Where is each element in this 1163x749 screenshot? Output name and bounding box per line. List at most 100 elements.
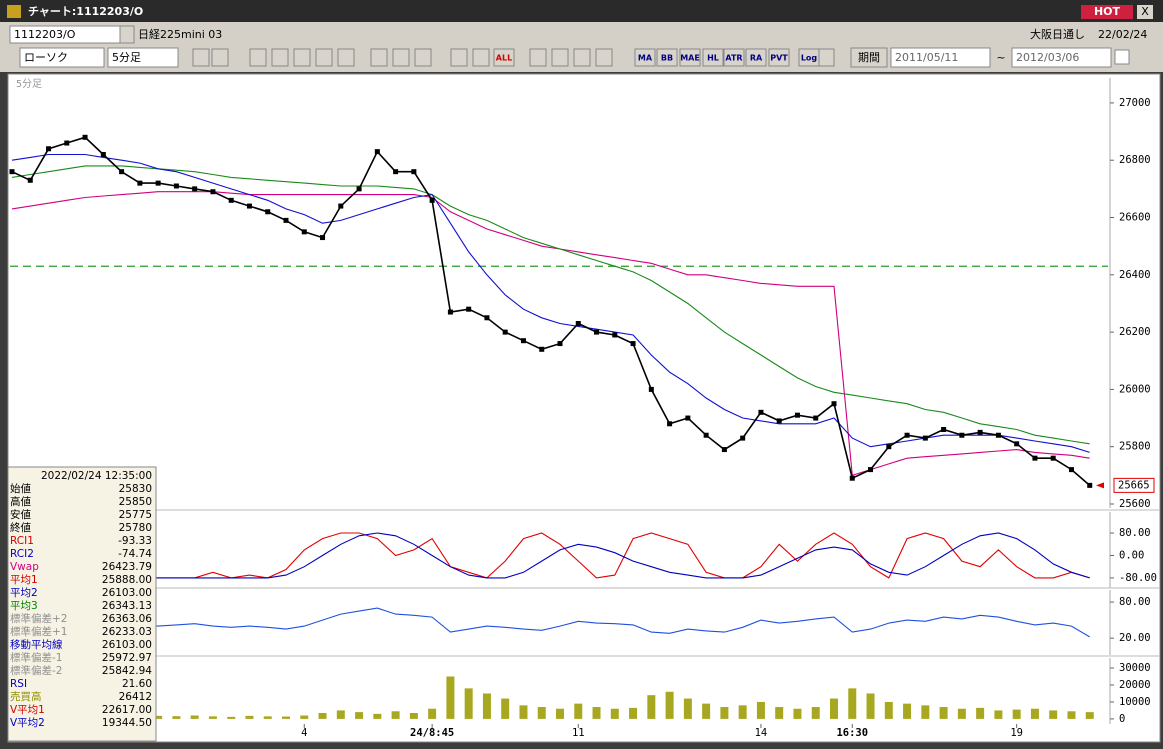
price-marker [740,435,746,441]
tool-button-label[interactable]: PVT [770,54,788,63]
volume-bar [282,716,290,719]
price-marker [594,329,600,335]
price-marker [411,169,417,175]
icon-button[interactable] [450,48,468,67]
to-date[interactable]: 2012/03/06 [1016,51,1079,64]
volume-bar [939,707,948,719]
price-marker [1032,455,1038,461]
info-label: 安値 [10,508,31,521]
x-tick-label: 16:30 [836,727,868,739]
info-value: 25842.94 [102,665,152,677]
price-marker [119,169,125,175]
price-marker [320,235,326,241]
y-tick-label: 26000 [1119,383,1151,395]
y-tick-label: 27000 [1119,97,1151,109]
price-marker [922,435,928,441]
icon-button[interactable] [551,48,569,67]
price-marker [849,475,855,481]
checkbox[interactable] [1114,49,1130,65]
price-marker [447,309,453,315]
hot-button[interactable] [1081,5,1133,19]
period-label[interactable]: 期間 [858,51,880,64]
info-value: 25775 [119,509,152,521]
volume-bar [830,698,838,719]
price-marker [338,203,344,209]
icon-button[interactable] [293,48,311,67]
chart-area [7,73,1161,743]
volume-bar [629,707,638,719]
tool-button[interactable] [493,48,515,67]
icon-button[interactable] [529,48,547,67]
symbol-dropdown[interactable] [119,25,135,44]
tool-button[interactable] [768,48,790,67]
tool-button-label[interactable]: BB [661,54,673,63]
info-label: 標準偏差-2 [10,664,62,677]
interval-select[interactable] [107,47,179,68]
tool-button[interactable] [702,48,724,67]
icon-button[interactable] [211,48,229,67]
price-marker [886,444,892,450]
tool-button-label[interactable]: ATR [725,54,742,63]
interval[interactable]: 5分足 [112,51,141,64]
window-title: チャート:1112203/O [28,5,143,18]
plots: 5分足 25600 25800 26000 26200 26400 26600 26800 27… [8,78,1160,739]
from-date[interactable]: 2011/05/11 [895,51,958,64]
symbol[interactable]: 1112203/O [14,28,76,41]
info-value: -74.74 [118,548,152,560]
tool-button-label[interactable]: MA [638,54,653,63]
tool-button[interactable] [634,48,656,67]
icon-button[interactable] [573,48,591,67]
tool-button-label[interactable]: RA [750,54,763,63]
tool-button[interactable] [656,48,678,67]
icon-button[interactable] [249,48,267,67]
price-marker [100,151,106,157]
panel-label: 5分足 [16,78,42,90]
tool-button[interactable] [679,48,701,67]
chart-type-select[interactable] [19,47,105,68]
volume-bar [811,707,820,719]
info-label: 終値 [10,521,31,534]
to-date-input[interactable] [1011,47,1112,68]
price-marker [301,229,307,235]
price-marker [868,467,874,473]
volume-bar [665,691,674,719]
price-marker [393,169,399,175]
series-line [11,532,1090,579]
icon-button[interactable] [271,48,289,67]
info-value: 26103.00 [102,587,152,599]
close-label[interactable]: X [1141,5,1149,18]
icon-button[interactable] [414,48,432,67]
tool-button-label[interactable]: HL [707,54,719,63]
price-marker [466,306,472,312]
tool-button[interactable] [798,48,820,67]
tool-button-label[interactable]: ALL [496,54,512,63]
x-tick-label: 24/8:45 [410,727,454,739]
icon-button[interactable] [192,48,210,67]
period-button[interactable] [850,47,888,68]
icon-button[interactable] [817,48,835,67]
info-value: 26423.79 [102,561,152,573]
hot-label[interactable]: HOT [1094,5,1121,18]
y-tick-label: 25600 [1119,498,1151,510]
volume-bar [409,712,418,719]
icon-button[interactable] [595,48,613,67]
icon-button[interactable] [392,48,410,67]
info-value: 19344.50 [102,717,152,729]
tool-button[interactable] [723,48,745,67]
icon-button[interactable] [472,48,490,67]
icon-button[interactable] [370,48,388,67]
chart-type[interactable]: ローソク [24,51,68,64]
tilde: ~ [996,51,1005,64]
icon-button[interactable] [315,48,333,67]
price-marker [977,429,983,435]
icon-button[interactable] [337,48,355,67]
y-tick-label: 25800 [1119,441,1151,453]
tool-button-label[interactable]: MAE [680,54,700,63]
volume-bar [154,715,163,719]
tool-button[interactable] [745,48,767,67]
from-date-input[interactable] [890,47,991,68]
tool-button-label[interactable]: Log [801,54,818,63]
close-button[interactable] [1137,5,1153,19]
